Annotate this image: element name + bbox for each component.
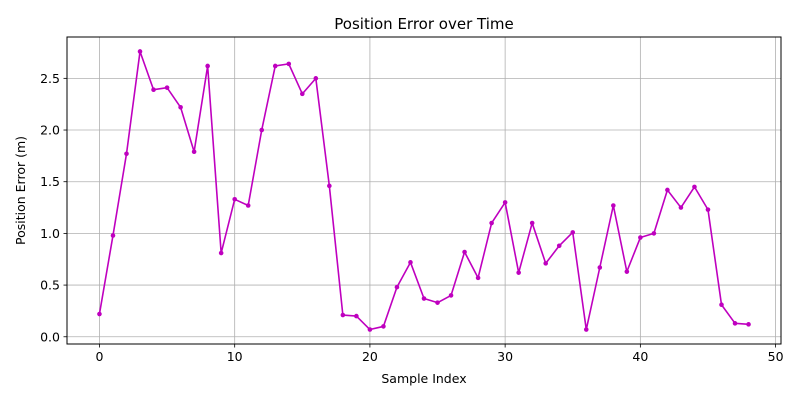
data-point — [124, 151, 129, 157]
x-tick-label: 50 — [768, 349, 784, 364]
data-point — [570, 230, 576, 235]
data-point — [178, 104, 183, 110]
x-tick-label: 0 — [95, 349, 103, 364]
y-axis-label: Position Error (m) — [13, 136, 28, 245]
data-point — [286, 61, 292, 67]
data-point — [638, 235, 643, 240]
series-group — [97, 49, 751, 332]
data-point — [502, 200, 508, 205]
y-tick-label: 0.5 — [40, 278, 60, 293]
chart-title: Position Error over Time — [334, 15, 513, 33]
data-point — [746, 322, 751, 327]
data-point — [299, 91, 305, 97]
data-point — [516, 270, 521, 275]
data-point — [327, 183, 332, 189]
grid-lines — [67, 37, 781, 344]
x-tick-label: 30 — [497, 349, 513, 364]
axis-ticks: 0 10 20 30 40 50 0.0 0.5 1.0 1.5 2.0 2.5 — [40, 71, 783, 364]
data-point — [678, 205, 684, 210]
data-point — [692, 184, 697, 190]
data-point — [151, 87, 156, 93]
data-point — [611, 203, 616, 208]
data-point — [218, 250, 224, 256]
data-point — [354, 313, 359, 319]
data-point — [462, 249, 467, 255]
data-point — [191, 149, 197, 155]
data-point — [137, 49, 143, 54]
data-point — [313, 76, 319, 81]
data-point — [367, 327, 373, 332]
data-point — [110, 233, 116, 238]
y-tick-label: 2.5 — [40, 71, 60, 86]
data-point — [719, 302, 724, 308]
x-tick-label: 40 — [632, 349, 648, 364]
data-point — [529, 220, 535, 226]
data-point — [421, 296, 427, 301]
data-point — [205, 63, 210, 69]
data-point — [381, 324, 386, 329]
x-axis-label: Sample Index — [381, 371, 466, 386]
data-point — [489, 220, 494, 226]
data-point — [340, 312, 346, 318]
data-point — [435, 300, 440, 305]
data-point — [543, 261, 549, 266]
plot-frame — [66, 36, 782, 345]
data-point — [164, 85, 170, 90]
data-point — [408, 260, 413, 265]
data-point — [651, 231, 657, 236]
y-tick-label: 2.0 — [40, 123, 60, 138]
data-point — [732, 321, 738, 326]
data-point — [705, 207, 711, 212]
data-point — [583, 327, 589, 332]
data-point — [232, 196, 237, 202]
data-point — [272, 63, 278, 69]
data-point — [245, 203, 251, 208]
data-point — [97, 311, 102, 317]
y-tick-label: 1.5 — [40, 174, 60, 189]
data-point — [665, 187, 670, 193]
data-point — [394, 284, 400, 290]
data-point — [475, 275, 481, 281]
data-point — [624, 269, 630, 274]
x-tick-label: 10 — [227, 349, 243, 364]
data-point — [259, 127, 265, 133]
x-tick-label: 20 — [362, 349, 378, 364]
data-point — [448, 293, 454, 298]
y-tick-label: 0.0 — [40, 329, 60, 344]
data-point — [597, 265, 603, 270]
data-point — [556, 243, 562, 249]
y-tick-label: 1.0 — [40, 226, 60, 241]
